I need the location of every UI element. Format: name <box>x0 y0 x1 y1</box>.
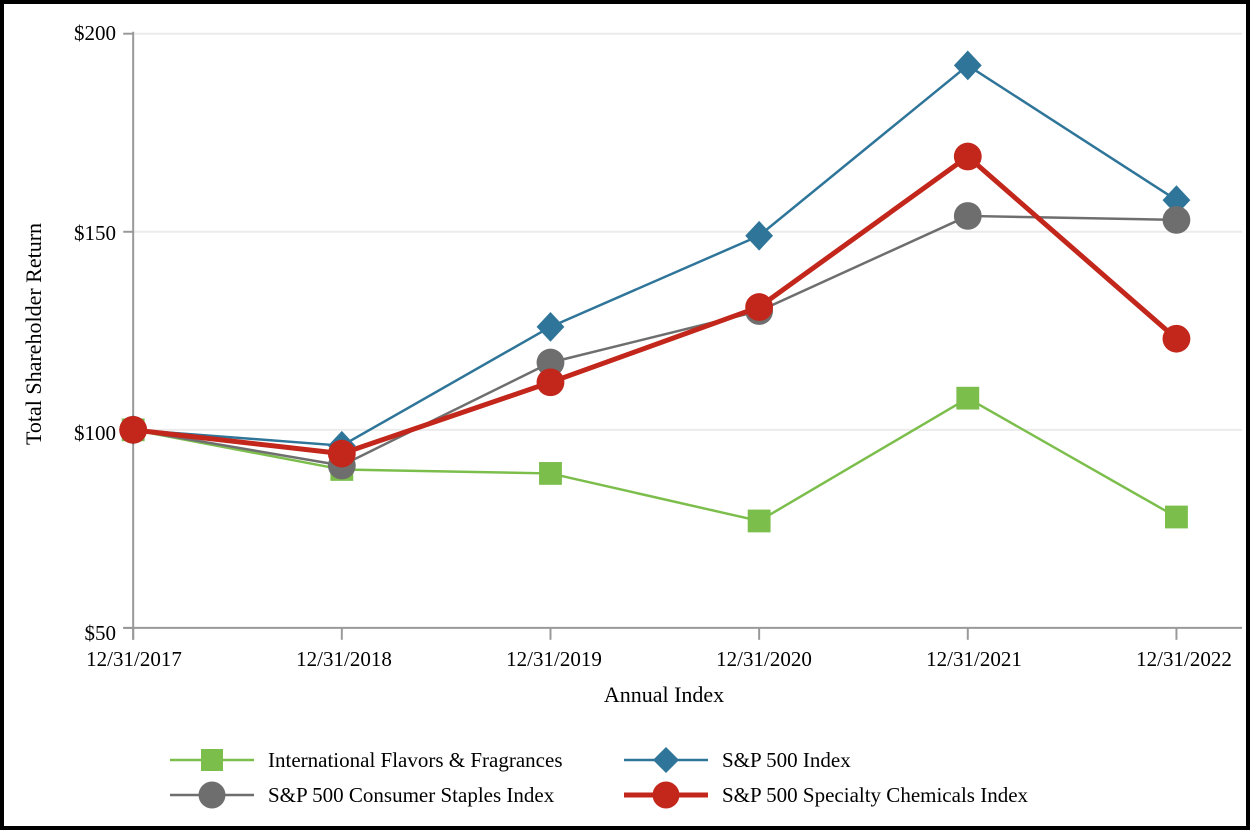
y-axis-title: Total Shareholder Return <box>21 222 46 446</box>
series-marker-s-p-500-index <box>536 312 565 342</box>
chart-svg <box>119 31 1243 640</box>
y-tick-label: $100 <box>74 421 116 445</box>
x-tick-label: 12/31/2018 <box>296 647 392 671</box>
series-marker-s-p-500-consumer-staples-index <box>1162 206 1191 234</box>
legend-label: S&P 500 Consumer Staples Index <box>268 782 555 807</box>
x-tick-label: 12/31/2017 <box>86 647 182 671</box>
legend-item-international-flavors-fragrances: International Flavors & Fragrances <box>170 743 563 777</box>
series-marker-international-flavors-fragrances <box>539 462 562 485</box>
legend-item-sp500-consumer-staples: S&P 500 Consumer Staples Index <box>170 778 554 812</box>
series-marker-s-p-500-specialty-chemicals-index <box>1162 324 1191 353</box>
x-tick-label: 12/31/2020 <box>716 647 812 671</box>
series-marker-s-p-500-specialty-chemicals-index <box>327 439 356 468</box>
series-marker-international-flavors-fragrances <box>1165 505 1188 529</box>
y-tick-label: $150 <box>74 221 116 245</box>
series-marker-s-p-500-specialty-chemicals-index <box>536 368 565 397</box>
series-marker-s-p-500-index <box>745 220 774 251</box>
gray-circle-marker-icon <box>170 781 254 809</box>
red-circle-marker-icon <box>624 781 708 809</box>
x-tick-label: 12/31/2021 <box>926 647 1022 671</box>
y-tick-label: $50 <box>84 621 117 645</box>
series-line-s-p-500-specialty-chemicals-index <box>132 154 1179 457</box>
series-marker-international-flavors-fragrances <box>747 509 771 533</box>
series-line-s-p-500-consumer-staples-index <box>132 214 1177 467</box>
series-marker-s-p-500-specialty-chemicals-index <box>745 293 774 321</box>
series-marker-s-p-500-consumer-staples-index <box>536 348 565 377</box>
series-marker-international-flavors-fragrances <box>956 386 980 410</box>
series-marker-s-p-500-index <box>953 50 982 81</box>
legend-item-sp500-index: S&P 500 Index <box>624 743 851 777</box>
series-line-s-p-500-index <box>133 64 1178 447</box>
legend-label: S&P 500 Specialty Chemicals Index <box>722 782 1029 807</box>
legend-item-sp500-specialty-chemicals: S&P 500 Specialty Chemicals Index <box>624 778 1028 812</box>
x-tick-label: 12/31/2019 <box>506 647 602 671</box>
series-marker-s-p-500-specialty-chemicals-index <box>119 415 148 444</box>
blue-diamond-marker-icon <box>624 747 708 773</box>
legend-label: S&P 500 Index <box>722 747 851 772</box>
green-square-marker-icon <box>170 749 254 771</box>
series-marker-s-p-500-consumer-staples-index <box>953 202 982 230</box>
x-tick-label: 12/31/2022 <box>1136 647 1232 671</box>
series-marker-s-p-500-specialty-chemicals-index <box>953 142 982 171</box>
legend-label: International Flavors & Fragrances <box>268 747 563 772</box>
y-tick-label: $200 <box>74 21 116 45</box>
chart-legend: International Flavors & Fragrances S&P 5… <box>4 740 1246 820</box>
series-line-international-flavors-fragrances <box>132 396 1178 523</box>
x-axis-title: Annual Index <box>603 682 725 707</box>
